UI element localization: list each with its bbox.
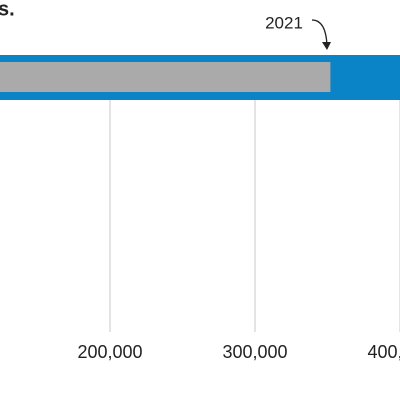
chart-title: s. [0, 0, 15, 20]
x-tick-label: 400,000 [367, 342, 400, 362]
annotation-arrow [311, 19, 328, 47]
arrow-head [322, 42, 331, 50]
annotation: 2021 [265, 13, 303, 32]
bar [0, 62, 331, 92]
x-tick-label: 200,000 [77, 342, 142, 362]
x-tick-label: 300,000 [222, 342, 287, 362]
